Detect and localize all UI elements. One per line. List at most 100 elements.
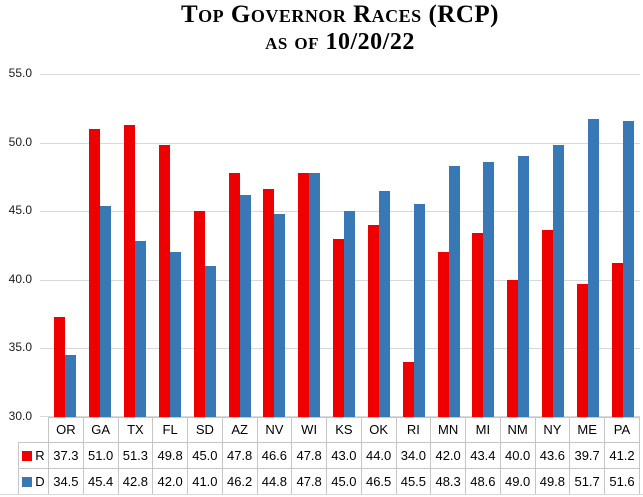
bar-d-mi (483, 161, 495, 417)
value-d-mn: 48.3 (430, 468, 466, 495)
y-tick-label: 50.0 (8, 134, 32, 149)
value-r-sd: 45.0 (187, 442, 223, 469)
bar-r-ny (542, 230, 553, 417)
bar-r-ok (367, 224, 379, 417)
bar-r-pa (611, 263, 623, 417)
value-d-sd: 41.0 (187, 468, 223, 495)
bar-group-nv (257, 74, 292, 417)
y-tick-label: 35.0 (8, 340, 32, 355)
y-tick-label: 45.0 (8, 203, 32, 218)
plot-area (40, 74, 640, 417)
y-tick-label: 40.0 (8, 271, 32, 286)
series-row-d: D 34.5 45.4 42.8 42.0 41.0 46.2 44.8 47.8 45.0 46.… (18, 468, 640, 495)
value-r-ks: 43.0 (326, 442, 362, 469)
y-tick-label: 55.0 (8, 66, 32, 80)
state-header-or: OR (48, 417, 84, 443)
gridline (40, 74, 640, 75)
value-d-fl: 42.0 (152, 468, 188, 495)
chart-subtitle: as of 10/20/22 (265, 29, 415, 55)
legend-label-r: R (35, 448, 45, 463)
bar-d-ok (378, 190, 390, 417)
value-r-me: 39.7 (569, 442, 605, 469)
state-header-tx: TX (117, 417, 154, 443)
bar-group-ga (83, 74, 118, 417)
bar-group-or (48, 74, 83, 417)
bar-d-ny (553, 145, 564, 417)
bar-d-tx (135, 241, 147, 417)
value-d-ri: 45.5 (395, 468, 432, 495)
value-r-az: 47.8 (221, 442, 258, 469)
state-header-fl: FL (152, 417, 188, 443)
bar-r-tx (124, 124, 136, 417)
value-r-or: 37.3 (48, 442, 84, 469)
state-header-ga: GA (82, 417, 119, 443)
bar-r-me (576, 283, 588, 417)
bar-r-az (228, 172, 240, 417)
value-r-ri: 34.0 (395, 442, 432, 469)
bar-d-ks (344, 211, 356, 417)
data-table-body: OR GA TX FL SD AZ NV WI KS OK RI MN MI NM NY ME PA R 37.3 5… (18, 417, 640, 495)
value-r-mi: 43.4 (465, 442, 501, 469)
value-r-ok: 44.0 (360, 442, 397, 469)
bar-group-wi (292, 74, 327, 417)
bar-r-nm (507, 279, 519, 417)
value-d-ny: 49.8 (534, 468, 571, 495)
legend-label-d: D (35, 474, 45, 489)
gridline (40, 211, 640, 213)
bar-group-az (222, 74, 257, 417)
bar-group-me (570, 74, 605, 417)
bar-d-or (65, 355, 77, 417)
bar-d-ri (413, 204, 425, 417)
value-r-nm: 40.0 (499, 442, 536, 469)
bar-r-mn (437, 252, 449, 417)
chart-title: Top Governor Races (RCP) (181, 1, 499, 28)
value-d-az: 46.2 (221, 468, 258, 495)
bar-r-ri (402, 362, 414, 417)
bar-d-nm (518, 156, 530, 417)
state-header-mn: MN (430, 417, 466, 443)
state-header-wi: WI (291, 417, 327, 443)
state-header-az: AZ (221, 417, 258, 443)
state-header-nm: NM (499, 417, 536, 443)
bottom-rule (0, 494, 643, 495)
value-d-or: 34.5 (48, 468, 84, 495)
value-d-nm: 49.0 (499, 468, 536, 495)
value-d-me: 51.7 (569, 468, 605, 495)
bar-group-ok (361, 74, 396, 417)
bar-d-pa (622, 120, 634, 417)
bar-group-mi (466, 74, 501, 417)
state-header-mi: MI (465, 417, 501, 443)
legend-key-r: R (18, 442, 49, 469)
state-header-ok: OK (360, 417, 397, 443)
gridline (40, 142, 640, 144)
legend-swatch-d-icon (22, 476, 33, 487)
bar-group-tx (118, 74, 153, 417)
bar-group-nm (501, 74, 536, 417)
data-table: OR GA TX FL SD AZ NV WI KS OK RI MN MI NM NY ME PA R 37.3 5… (18, 417, 640, 495)
value-r-nv: 46.6 (256, 442, 293, 469)
bar-group-pa (605, 74, 640, 417)
bar-d-az (239, 194, 251, 417)
value-d-pa: 51.6 (604, 468, 640, 495)
value-r-wi: 47.8 (291, 442, 327, 469)
bar-r-mi (472, 233, 484, 417)
bar-r-ks (333, 238, 345, 417)
series-row-r: R 37.3 51.0 51.3 49.8 45.0 47.8 46.6 47.8 43.0 44.… (18, 442, 640, 469)
y-tick-label: 30.0 (8, 409, 32, 423)
bar-r-ga (89, 128, 101, 417)
table-corner-cell (19, 418, 49, 443)
state-header-ri: RI (395, 417, 432, 443)
state-header-me: ME (569, 417, 605, 443)
bar-group-mn (431, 74, 466, 417)
value-r-ga: 51.0 (82, 442, 119, 469)
bar-r-or (54, 316, 66, 417)
bar-group-ny (536, 74, 571, 417)
state-header-pa: PA (604, 417, 640, 443)
bar-r-sd (193, 211, 205, 417)
bar-d-nv (274, 213, 286, 417)
legend-key-d: D (18, 468, 49, 495)
value-r-mn: 42.0 (430, 442, 466, 469)
value-d-nv: 44.8 (256, 468, 293, 495)
bar-group-ks (327, 74, 362, 417)
